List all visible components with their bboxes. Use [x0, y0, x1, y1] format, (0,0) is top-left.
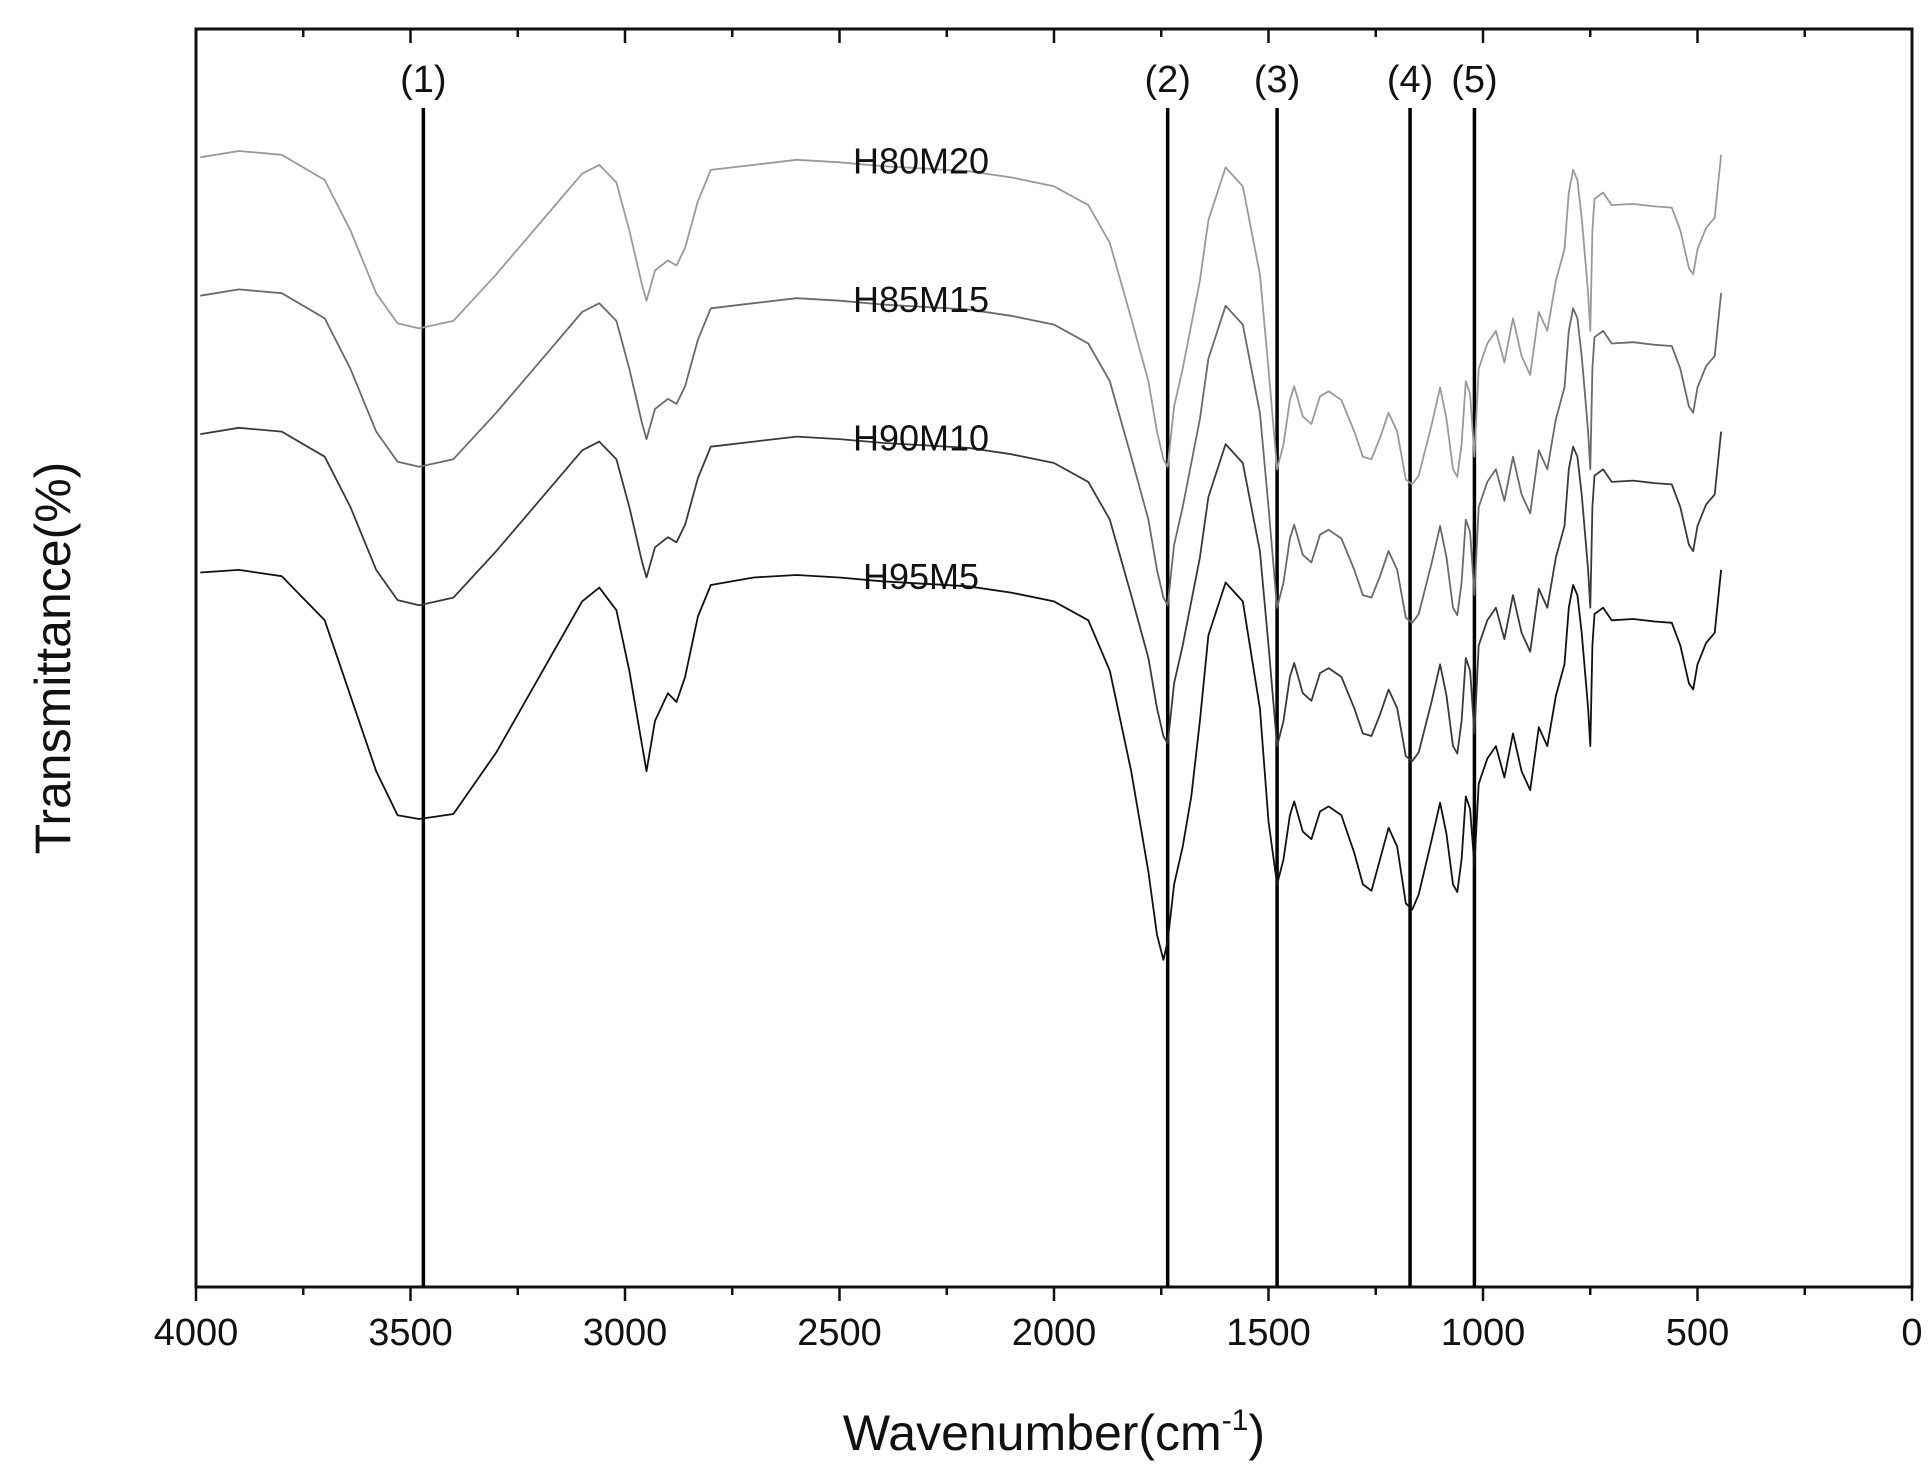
- x-axis-title-main: Wavenumber(cm: [843, 1405, 1222, 1461]
- x-axis-title: Wavenumber(cm-1): [843, 1404, 1265, 1461]
- x-tick-label: 1000: [1441, 1312, 1526, 1354]
- peak-marker-label: (1): [400, 59, 446, 101]
- peak-marker-lines: [421, 108, 1477, 1287]
- x-tick-label: 0: [1901, 1312, 1922, 1354]
- x-axis-title-end: ): [1248, 1405, 1265, 1461]
- x-tick-label: 2000: [1012, 1312, 1097, 1354]
- y-axis-title: Transmittance(%): [25, 462, 81, 855]
- x-tick-label: 3500: [368, 1312, 453, 1354]
- plot-frame: [194, 27, 1914, 1289]
- peak-marker-label: (2): [1144, 59, 1190, 101]
- x-tick-label: 2500: [797, 1312, 882, 1354]
- x-axis-tick-labels: 4000 3500 3000 2500 2000 1500 1000 500 0: [154, 1312, 1923, 1354]
- spectrum-line-h80m20: [200, 150, 1722, 486]
- peak-marker-label: (3): [1254, 59, 1300, 101]
- series-labels: H80M20 H85M15 H90M10 H95M5: [853, 141, 989, 597]
- peak-marker-label: (4): [1387, 59, 1433, 101]
- spectrum-line-h85m15: [200, 288, 1722, 624]
- x-axis-ticks: [194, 29, 1914, 1301]
- spectrum-traces: [200, 150, 1722, 961]
- x-tick-label: 4000: [154, 1312, 239, 1354]
- series-label: H80M20: [853, 141, 989, 182]
- peak-marker-label: (5): [1451, 59, 1497, 101]
- series-label: H85M15: [853, 279, 989, 320]
- series-label: H90M10: [853, 417, 989, 458]
- x-axis-title-superscript: -1: [1222, 1404, 1249, 1437]
- spectrum-line-h95m5: [200, 569, 1722, 961]
- spectrum-line-h90m10: [200, 426, 1722, 763]
- series-label: H95M5: [863, 556, 979, 597]
- x-tick-label: 500: [1666, 1312, 1729, 1354]
- x-tick-label: 1500: [1226, 1312, 1311, 1354]
- peak-marker-labels: (1) (2) (3) (4) (5): [400, 59, 1498, 101]
- x-tick-label: 3000: [583, 1312, 668, 1354]
